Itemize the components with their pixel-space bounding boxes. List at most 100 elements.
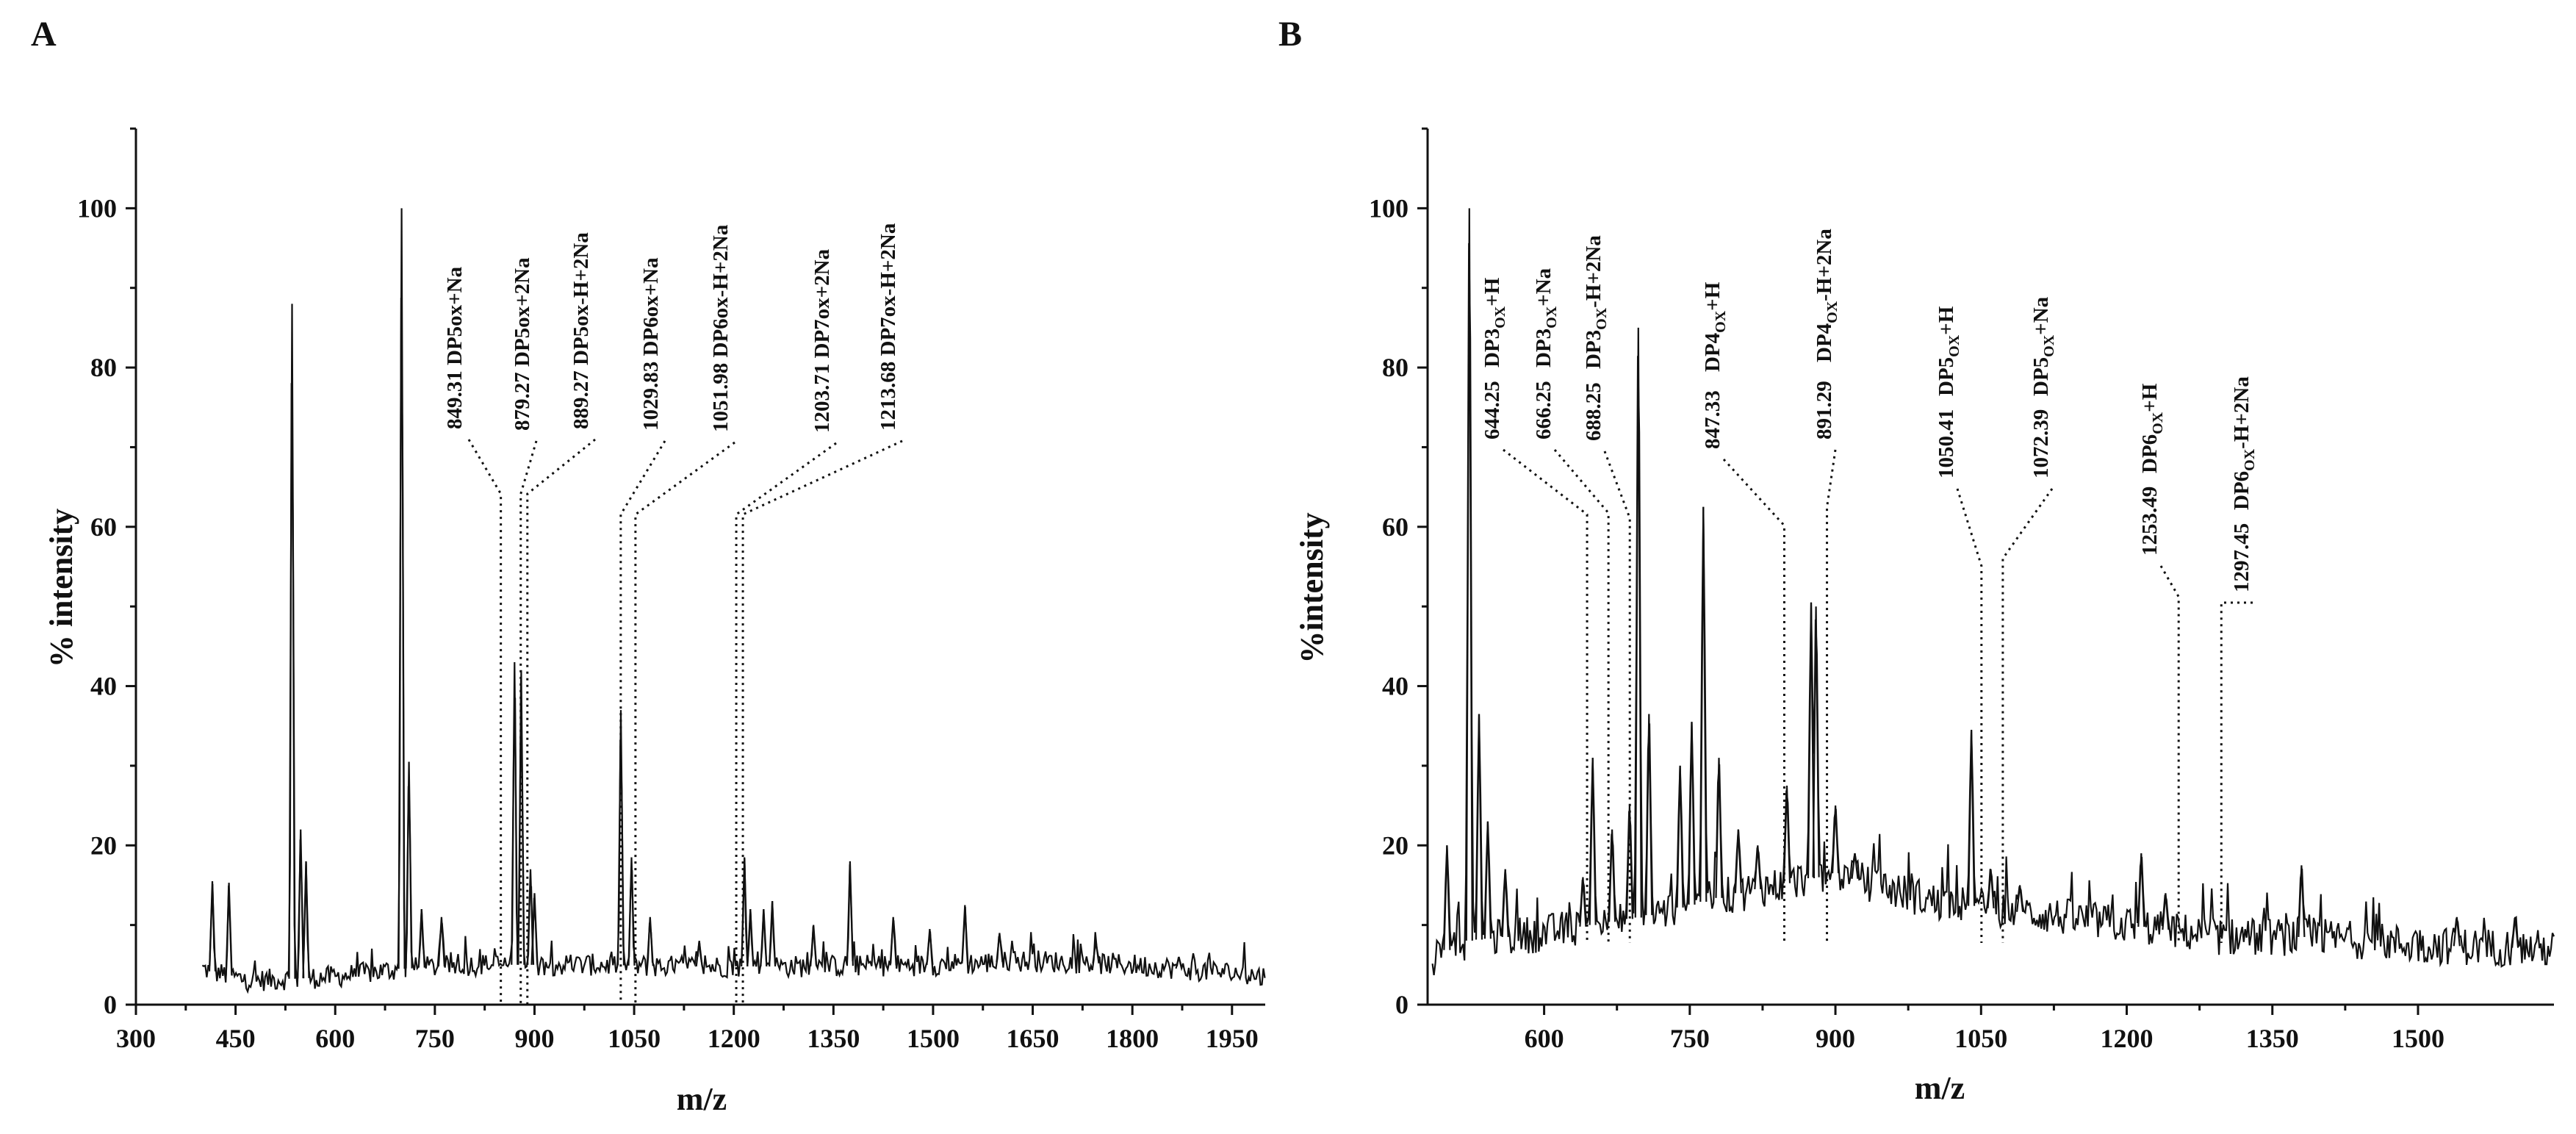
peak-annotation-ion: DP6OX+H <box>2138 383 2166 473</box>
spectrum-peak <box>616 710 625 966</box>
x-tick-label: 1950 <box>1206 1024 1259 1053</box>
panel-a-y-axis-title: % intensity <box>43 509 79 667</box>
x-tick-label: 600 <box>315 1024 355 1053</box>
spectrum-peak <box>1625 805 1633 919</box>
spectrum-peak <box>1987 869 1995 908</box>
spectrum-peak <box>417 908 425 968</box>
spectrum-peak <box>2016 885 2024 912</box>
spectrum-peak <box>846 861 854 966</box>
x-tick-label: 1050 <box>1954 1024 2007 1053</box>
spectrum-peak <box>961 905 969 964</box>
annotation-leader-line <box>467 439 503 1005</box>
x-tick-label: 1800 <box>1106 1024 1159 1053</box>
panel-a-annotations: 849.31 DP5ox+Na 879.27 DP5ox+2Na 889.27 DP… <box>208 208 1183 1005</box>
spectrum-peak <box>302 861 310 978</box>
annotation-leader-line <box>2001 488 2054 943</box>
x-tick-label: 900 <box>514 1024 554 1053</box>
annotation-leader-line <box>1603 451 1631 943</box>
x-tick-label: 750 <box>415 1024 455 1053</box>
spectrum-peak <box>1851 853 1859 879</box>
y-tick-label: 40 <box>90 672 117 701</box>
peak-annotation-ion: DP6OX-H+2Na <box>2230 376 2258 510</box>
panel-b-axes <box>1426 129 2554 1006</box>
y-tick-label: 60 <box>90 512 117 542</box>
spectrum-peak <box>1608 829 1616 922</box>
peak-annotation-ion: DP4OX+H <box>1701 281 1729 372</box>
spectrum-peak <box>1734 829 1742 894</box>
x-tick-label: 1200 <box>2101 1024 2154 1053</box>
peak-annotation-label: 1051.98 DP6ox-H+2Na <box>709 224 733 432</box>
spectrum-peak <box>1175 956 1183 969</box>
peak-annotation-ion: DP3OX+H <box>1481 277 1508 367</box>
spectrum-peak <box>2137 853 2145 927</box>
spectrum-peak <box>746 908 755 967</box>
spectrum-peak <box>1579 877 1587 927</box>
annotation-leader-line <box>619 440 666 1005</box>
spectrum-peak <box>208 880 217 972</box>
x-tick-label: 900 <box>1816 1024 1855 1053</box>
spectrum-peak <box>1832 805 1840 874</box>
annotation-leader-line <box>2220 601 2253 943</box>
panel-b-annotations: 644.25 DP3OX+H 666.25 DP3OX+Na 688.25 DP3OX-H… <box>1443 208 2519 950</box>
x-tick-label: 1500 <box>2392 1024 2444 1053</box>
peak-annotation-mz: 1072.39 <box>2029 409 2053 478</box>
spectrum-peak <box>1699 506 1708 902</box>
annotation-leader-line <box>741 439 903 1005</box>
peak-annotation-mz: 1253.49 <box>2138 487 2162 556</box>
panel-a-ticks: 300 450 600 750 900 1050 1200 1350 1500 1650 1800 1… <box>77 127 1259 1053</box>
peak-annotation-label: 889.27 DP5ox-H+2Na <box>569 232 593 429</box>
x-tick-label: 1050 <box>608 1024 661 1053</box>
peak-annotation-mz: 1050.41 <box>1935 409 1958 478</box>
y-tick-label: 20 <box>1382 830 1408 860</box>
spectrum-peak <box>1688 722 1696 905</box>
x-tick-label: 1350 <box>807 1024 860 1053</box>
peak-annotation-ion: DP5OX+Na <box>2029 296 2057 396</box>
spectrum-peak <box>646 916 654 966</box>
peak-annotation-label: 849.31 DP5ox+Na <box>443 266 467 429</box>
spectrum-peak <box>741 857 749 967</box>
annotation-leader-line <box>1956 488 1983 943</box>
peak-annotation-mz: 688.25 <box>1582 382 1605 441</box>
x-tick-label: 1350 <box>2246 1024 2299 1053</box>
spectrum-peak <box>1465 208 1473 941</box>
spectrum-peak <box>288 304 296 979</box>
spectrum-peak <box>1092 941 1100 963</box>
spectrum-peak <box>1589 758 1597 925</box>
x-tick-label: 750 <box>1670 1024 1710 1053</box>
spectrum-peak <box>1475 714 1483 940</box>
spectrum-peak <box>769 901 777 967</box>
panel-b-y-axis-title: %intensity <box>1294 512 1330 663</box>
y-tick-label: 0 <box>104 990 117 1019</box>
spectrum-peak <box>2298 865 2306 937</box>
spectrum-peak <box>627 857 636 966</box>
x-tick-label: 1500 <box>907 1024 960 1053</box>
spectrum-peak <box>2453 916 2461 947</box>
panel-b-x-axis-title: m/z <box>1915 1070 1965 1106</box>
peak-annotation-ion: DP3OX+Na <box>1532 268 1560 367</box>
spectrum-peak <box>530 893 539 965</box>
annotation-leader-line <box>1503 448 1589 943</box>
spectrum-peak <box>1676 765 1684 908</box>
annotation-leader-line <box>1553 449 1610 943</box>
spectrum-peak <box>1645 714 1653 916</box>
panel-b-ticks: 600 750 900 1050 1200 1350 1500 0 20 40 60 80 100 <box>1369 127 2444 1053</box>
spectrum-peak <box>1634 327 1642 918</box>
peak-annotation-mz: 1297.45 <box>2230 523 2253 592</box>
peak-annotation-label: 879.27 DP5ox+2Na <box>511 257 534 431</box>
y-tick-label: 20 <box>90 830 117 860</box>
spectrum-peak <box>996 933 1004 963</box>
spectrum-peak <box>437 916 445 967</box>
spectrum-peak <box>760 908 768 967</box>
spectrum-peak <box>1443 845 1451 950</box>
y-tick-label: 0 <box>1395 990 1408 1019</box>
x-tick-label: 450 <box>216 1024 256 1053</box>
spectrum-peak <box>1754 845 1762 889</box>
spectrum-peak <box>1812 606 1820 878</box>
peak-annotation-label: 1203.71 DP7ox+2Na <box>810 248 834 433</box>
peak-annotation-label: 1029.83 DP6ox+Na <box>639 257 663 431</box>
spectrum-peak <box>1483 821 1492 939</box>
panel-a-spectrum-line <box>201 298 1266 994</box>
spectrum-peak <box>405 761 413 969</box>
spectrum-peak <box>1715 758 1723 898</box>
